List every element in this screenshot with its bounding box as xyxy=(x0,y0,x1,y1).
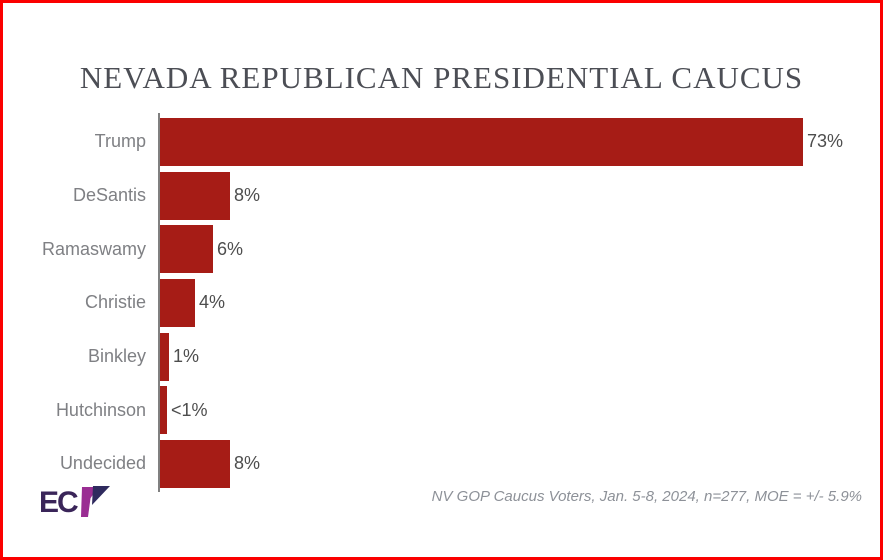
chart-row: Ramaswamy 6% xyxy=(3,222,880,276)
bar xyxy=(160,439,230,488)
chart-row: DeSantis 8% xyxy=(3,169,880,223)
bar xyxy=(160,278,195,327)
bar-container: 4% xyxy=(160,278,226,327)
footnote: NV GOP Caucus Voters, Jan. 5-8, 2024, n=… xyxy=(431,488,862,505)
category-label: Christie xyxy=(84,292,146,313)
value-label: 1% xyxy=(173,346,200,367)
bar-container: <1% xyxy=(160,386,208,435)
value-label: 73% xyxy=(807,131,844,152)
category-label: Binkley xyxy=(87,346,146,367)
value-label: 8% xyxy=(234,453,261,474)
chart-row: Christie 4% xyxy=(3,276,880,330)
bar xyxy=(160,171,230,220)
value-label: 6% xyxy=(217,238,244,259)
bar xyxy=(160,386,167,435)
category-label: Hutchinson xyxy=(55,399,146,420)
ecp-logo-p-triangle xyxy=(92,486,110,505)
bar xyxy=(160,117,803,166)
value-label: <1% xyxy=(171,399,208,420)
bar xyxy=(160,332,169,381)
chart-row: Binkley 1% xyxy=(3,330,880,384)
bar-chart: Trump 73% DeSantis 8% Ramaswamy 6% Christie 4% B… xyxy=(3,113,880,492)
y-axis-line xyxy=(158,113,160,492)
chart-row: Trump 73% xyxy=(3,115,880,169)
bar-container: 6% xyxy=(160,225,244,274)
bar-container: 73% xyxy=(160,117,844,166)
ecp-logo-graphic: EC xyxy=(39,486,110,519)
category-label: Ramaswamy xyxy=(41,238,146,259)
value-label: 4% xyxy=(199,292,226,313)
bar-container: 1% xyxy=(160,332,200,381)
ecp-logo-letters: EC xyxy=(40,486,78,519)
bar xyxy=(160,225,213,274)
chart-rows: Trump 73% DeSantis 8% Ramaswamy 6% Christie 4% B… xyxy=(3,115,880,491)
bar-container: 8% xyxy=(160,171,261,220)
value-label: 8% xyxy=(234,185,261,206)
category-label: DeSantis xyxy=(72,185,146,206)
chart-row: Hutchinson <1% xyxy=(3,383,880,437)
category-label: Trump xyxy=(94,131,146,152)
ecp-logo: EC xyxy=(39,482,112,520)
chart-title: NEVADA REPUBLICAN PRESIDENTIAL CAUCUS xyxy=(79,60,804,95)
bar-container: 8% xyxy=(160,439,261,488)
chart-row: Undecided 8% xyxy=(3,437,880,491)
category-label: Undecided xyxy=(59,453,146,474)
